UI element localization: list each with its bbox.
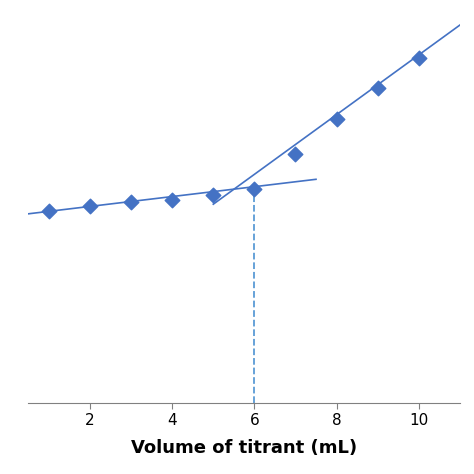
Point — [128, 198, 135, 206]
Point — [251, 185, 258, 193]
Point — [45, 207, 53, 215]
Point — [168, 196, 176, 204]
Point — [415, 54, 422, 62]
Point — [333, 115, 340, 123]
Point — [210, 191, 217, 199]
X-axis label: Volume of titrant (mL): Volume of titrant (mL) — [131, 439, 357, 457]
Point — [292, 150, 299, 158]
Point — [86, 202, 94, 210]
Point — [374, 85, 382, 92]
